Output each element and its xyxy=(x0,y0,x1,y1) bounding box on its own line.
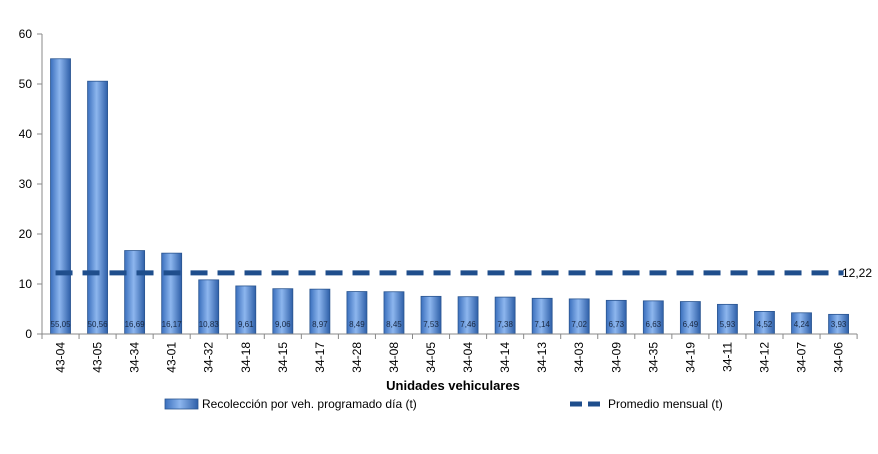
bar xyxy=(87,80,108,335)
bar-data-label: 4,24 xyxy=(794,320,810,329)
x-tick-label: 34-32 xyxy=(202,342,216,373)
legend-bar-label: Recolección por veh. programado día (t) xyxy=(202,397,417,411)
bar xyxy=(50,58,71,335)
bar-data-label: 8,97 xyxy=(312,320,328,329)
bar-data-label: 9,61 xyxy=(238,320,254,329)
bar-data-label: 6,49 xyxy=(683,320,699,329)
bar-data-label: 7,46 xyxy=(460,320,476,329)
average-line: 12,22 xyxy=(55,266,872,280)
bar xyxy=(679,301,701,335)
bar-data-label: 8,49 xyxy=(349,320,365,329)
x-tick-label: 34-09 xyxy=(609,342,623,373)
x-tick-label: 34-07 xyxy=(795,342,809,373)
x-tick-label: 34-06 xyxy=(832,342,846,373)
x-tick-label: 34-34 xyxy=(128,342,142,373)
x-axis: 43-04 43-05 34-34 43-01 34-32 34-18 34-15 34-17… xyxy=(41,333,858,373)
bar-data-label: 55,05 xyxy=(51,320,72,329)
x-tick-label: 43-05 xyxy=(91,342,105,373)
y-tick-label: 50 xyxy=(19,77,33,91)
x-tick-label: 34-14 xyxy=(498,342,512,373)
bar-data-label: 7,53 xyxy=(423,320,439,329)
bar-data-label: 10,83 xyxy=(199,320,220,329)
x-tick-label: 34-05 xyxy=(424,342,438,373)
legend: Recolección por veh. programado día (t) … xyxy=(164,397,723,411)
bar-data-label: 6,63 xyxy=(646,320,662,329)
x-tick-label: 34-17 xyxy=(313,342,327,373)
bar-data-label: 16,17 xyxy=(162,320,183,329)
x-tick-label: 43-01 xyxy=(165,342,179,373)
bar-data-label: 3,93 xyxy=(831,320,847,329)
y-tick-label: 10 xyxy=(19,277,33,291)
x-tick-label: 34-12 xyxy=(757,342,771,373)
x-tick-label: 34-15 xyxy=(276,342,290,373)
bar xyxy=(642,300,664,335)
x-tick-label: 43-04 xyxy=(54,342,68,373)
bars: 55,05 50,56 16,69 16,17 10,83 9,61 9,06 8,97 8,4… xyxy=(50,58,849,335)
bar-data-label: 7,14 xyxy=(534,320,550,329)
x-tick-label: 34-13 xyxy=(535,342,549,373)
average-value-label: 12,22 xyxy=(842,266,872,280)
x-tick-label: 34-28 xyxy=(350,342,364,373)
x-tick-label: 34-04 xyxy=(461,342,475,373)
y-tick-label: 20 xyxy=(19,227,33,241)
y-axis: 0 10 20 30 40 50 60 xyxy=(19,27,43,341)
x-tick-label: 34-11 xyxy=(720,342,734,372)
y-tick-label: 40 xyxy=(19,127,33,141)
legend-item-bar: Recolección por veh. programado día (t) xyxy=(164,397,417,411)
bar-data-label: 6,73 xyxy=(608,320,624,329)
legend-item-line: Promedio mensual (t) xyxy=(570,397,723,411)
x-tick-label: 34-19 xyxy=(683,342,697,373)
y-tick-label: 60 xyxy=(19,27,33,41)
y-tick-label: 30 xyxy=(19,177,33,191)
y-tick-label: 0 xyxy=(25,327,32,341)
bar-data-label: 16,69 xyxy=(125,320,146,329)
bar-data-label: 5,93 xyxy=(720,320,736,329)
bar-data-label: 8,45 xyxy=(386,320,402,329)
bar-data-label: 50,56 xyxy=(88,320,109,329)
bar-data-label: 7,38 xyxy=(497,320,513,329)
legend-bar-swatch xyxy=(164,398,199,410)
bar-data-label: 4,52 xyxy=(757,320,773,329)
bar-data-label: 9,06 xyxy=(275,320,291,329)
x-tick-label: 34-35 xyxy=(646,342,660,373)
x-axis-label: Unidades vehiculares xyxy=(386,378,520,393)
x-tick-label: 34-08 xyxy=(387,342,401,373)
bar-data-label: 7,02 xyxy=(571,320,587,329)
x-tick-label: 34-18 xyxy=(239,342,253,373)
x-tick-label: 34-03 xyxy=(572,342,586,373)
legend-line-label: Promedio mensual (t) xyxy=(608,397,723,411)
